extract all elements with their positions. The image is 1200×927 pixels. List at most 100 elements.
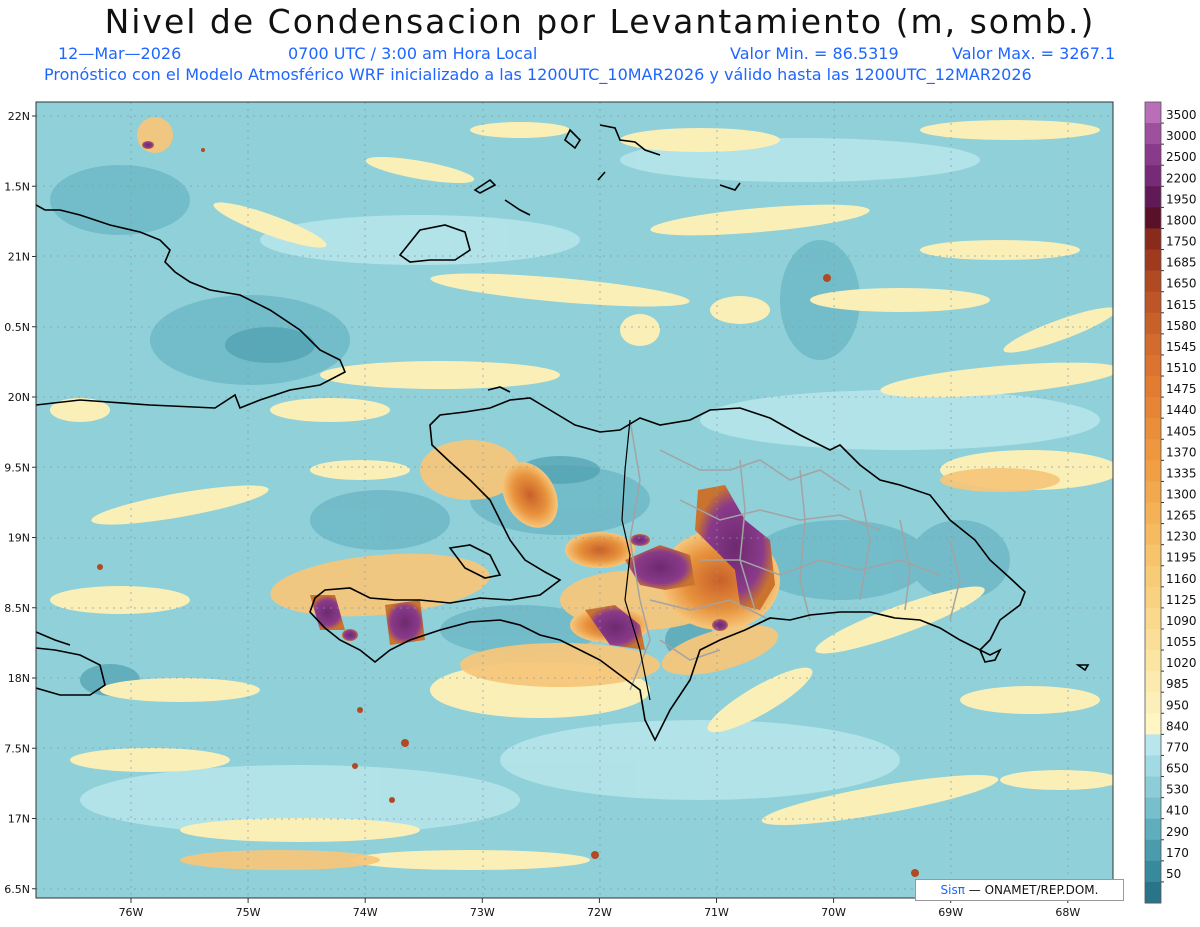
- colorbar-label: 1580: [1166, 319, 1197, 333]
- colorbar-label: 840: [1166, 719, 1189, 733]
- lat-label: 18N: [8, 672, 30, 685]
- lat-label: 17N: [8, 813, 30, 826]
- credit-box: Sisπ — ONAMET/REP.DOM.: [915, 879, 1124, 901]
- lon-label: 71W: [704, 906, 729, 919]
- forecast-date: 12—Mar—2026: [58, 44, 182, 63]
- credit-brand: Sisπ: [940, 883, 965, 897]
- colorbar-swatch: [1145, 481, 1161, 503]
- colorbar-label: 950: [1166, 698, 1189, 712]
- colorbar-swatch: [1145, 228, 1161, 251]
- colorbar-swatch: [1145, 881, 1161, 904]
- colorbar-label: 410: [1166, 804, 1189, 818]
- lon-label: 69W: [938, 906, 963, 919]
- small-hotspots: [97, 148, 919, 877]
- colorbar-label: 1055: [1166, 635, 1197, 649]
- lat-label: 1.5N: [4, 180, 30, 193]
- colorbar-swatch: [1145, 671, 1161, 693]
- colorbar-swatch: [1145, 376, 1161, 398]
- purple-lcl-areas: [142, 141, 775, 650]
- colorbar-label: 530: [1166, 783, 1189, 797]
- colorbar-swatch: [1145, 439, 1161, 461]
- latitude-labels: 22N 1.5N 21N 0.5N 20N 9.5N 19N 8.5N 18N 7.5N 17N 6.…: [4, 110, 36, 896]
- colorbar-label: 3000: [1166, 129, 1197, 143]
- lat-label: 22N: [8, 110, 30, 123]
- longitude-labels: 76W 75W 74W 73W 72W 71W 70W 69W 68W: [119, 898, 1080, 919]
- colorbar-label: 770: [1166, 740, 1189, 754]
- lon-label: 75W: [236, 906, 261, 919]
- colorbar-swatch: [1145, 692, 1161, 714]
- colorbar-swatch: [1145, 839, 1161, 862]
- colorbar: 3500 3000 2500 2200 1950 1800 1750 1685 1650 1615…: [1144, 101, 1197, 904]
- colorbar-label: 2200: [1166, 171, 1197, 185]
- colorbar-label: 1125: [1166, 593, 1197, 607]
- colorbar-swatch: [1145, 776, 1161, 799]
- colorbar-label: 985: [1166, 677, 1189, 691]
- lon-label: 70W: [821, 906, 846, 919]
- lon-label: 74W: [353, 906, 378, 919]
- colorbar-swatch: [1145, 312, 1161, 335]
- colorbar-label: 170: [1166, 846, 1189, 860]
- colorbar-label: 1195: [1166, 551, 1197, 565]
- colorbar-swatch: [1145, 523, 1161, 546]
- lat-label: 20N: [8, 391, 30, 404]
- forecast-info: Pronóstico con el Modelo Atmosférico WRF…: [44, 65, 1032, 84]
- lat-label: 7.5N: [4, 742, 30, 755]
- colorbar-label: 1265: [1166, 509, 1197, 523]
- credit-text: — ONAMET/REP.DOM.: [964, 883, 1099, 897]
- coastlines: [36, 124, 1090, 742]
- map-title: Nivel de Condensacion por Levantamiento …: [104, 2, 1096, 41]
- lon-label: 76W: [119, 906, 144, 919]
- lat-label: 21N: [8, 251, 30, 264]
- colorbar-label: 1335: [1166, 466, 1197, 480]
- colorbar-swatch: [1145, 291, 1161, 314]
- colorbar-swatch: [1145, 713, 1161, 735]
- colorbar-label: 1440: [1166, 403, 1197, 417]
- colorbar-swatch: [1145, 460, 1161, 482]
- colorbar-label: 1510: [1166, 361, 1197, 375]
- colorbar-swatch: [1145, 144, 1161, 166]
- colorbar-swatch: [1145, 165, 1161, 187]
- colorbar-swatch: [1145, 102, 1161, 124]
- colorbar-label: 1090: [1166, 614, 1197, 628]
- colorbar-swatch: [1145, 818, 1161, 841]
- lat-label: 6.5N: [4, 883, 30, 896]
- colorbar-label: 1685: [1166, 256, 1197, 270]
- colorbar-label: 1475: [1166, 382, 1197, 396]
- lat-label: 19N: [8, 532, 30, 545]
- colorbar-label: 3500: [1166, 108, 1197, 122]
- colorbar-frame: [1144, 101, 1162, 904]
- colorbar-label: 1950: [1166, 192, 1197, 206]
- lat-label: 8.5N: [4, 602, 30, 615]
- colorbar-swatch: [1145, 207, 1161, 229]
- colorbar-swatch: [1145, 418, 1161, 440]
- colorbar-swatch: [1145, 333, 1161, 356]
- field-layer: [36, 102, 1113, 898]
- lon-label: 72W: [587, 906, 612, 919]
- colorbar-swatch: [1145, 628, 1161, 651]
- colorbar-label: 1615: [1166, 298, 1197, 312]
- colorbar-label: 1020: [1166, 656, 1197, 670]
- colorbar-label: 1650: [1166, 277, 1197, 291]
- colorbar-swatch: [1145, 734, 1161, 756]
- province-boundaries: [629, 419, 961, 691]
- colorbar-swatch: [1145, 186, 1161, 208]
- colorbar-label: 2500: [1166, 150, 1197, 164]
- colorbar-swatch: [1145, 586, 1161, 609]
- colorbar-swatch: [1145, 397, 1161, 419]
- forecast-time: 0700 UTC / 3:00 am Hora Local: [288, 44, 538, 63]
- colorbar-swatch: [1145, 270, 1161, 293]
- colorbar-label: 650: [1166, 762, 1189, 776]
- colorbar-swatch: [1145, 607, 1161, 630]
- lon-label: 73W: [470, 906, 495, 919]
- colorbar-swatch: [1145, 797, 1161, 820]
- plot-frame: [35, 101, 1114, 899]
- colorbar-label: 1370: [1166, 445, 1197, 459]
- colorbar-swatch: [1145, 249, 1161, 272]
- colorbar-swatch: [1145, 860, 1161, 883]
- colorbar-label: 1230: [1166, 530, 1197, 544]
- lat-label: 0.5N: [4, 321, 30, 334]
- colorbar-swatch: [1145, 544, 1161, 567]
- colorbar-label: 1405: [1166, 424, 1197, 438]
- valor-max: Valor Max. = 3267.1: [952, 44, 1116, 63]
- colorbar-swatch: [1145, 502, 1161, 525]
